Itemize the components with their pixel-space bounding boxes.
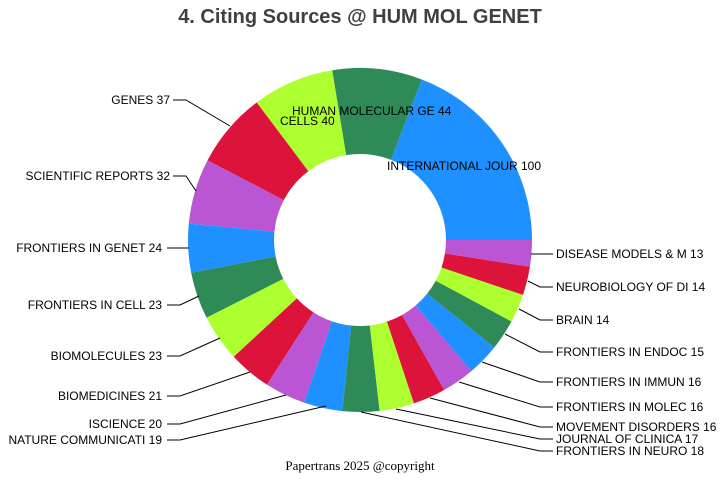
donut-slice bbox=[369, 321, 414, 411]
leader-line bbox=[395, 408, 553, 440]
slice-label: CELLS 40 bbox=[280, 114, 335, 128]
slice-label: FRONTIERS IN MOLEC 16 bbox=[556, 400, 704, 414]
donut-slice bbox=[206, 278, 297, 357]
slice-label: BIOMEDICINES 21 bbox=[58, 389, 162, 403]
slice-label: DISEASE MODELS & M 13 bbox=[556, 247, 704, 261]
donut-slice bbox=[444, 240, 532, 267]
donut-slice bbox=[304, 321, 352, 412]
leader-lines bbox=[167, 99, 553, 452]
donut-slice bbox=[191, 256, 284, 318]
leader-line bbox=[518, 308, 553, 321]
donut-slice bbox=[386, 314, 445, 404]
donut-slice bbox=[332, 67, 422, 160]
slice-label: FRONTIERS IN GENET 24 bbox=[16, 241, 162, 255]
donut-slice bbox=[256, 70, 347, 172]
leader-line bbox=[173, 175, 197, 192]
donut-slice bbox=[427, 280, 512, 348]
slice-label: BIOMOLECULES 23 bbox=[51, 349, 163, 363]
leader-line bbox=[167, 337, 221, 357]
donut-slice bbox=[441, 253, 530, 295]
leader-line bbox=[167, 394, 287, 425]
slice-label: FRONTIERS IN NEURO 18 bbox=[556, 444, 704, 458]
slice-labels: INTERNATIONAL JOUR 100 HUMAN MOLECULAR GE… bbox=[8, 93, 716, 458]
copyright-footer: Papertrans 2025 @copyright bbox=[285, 458, 435, 473]
slice-label: HUMAN MOLECULAR GE 44 bbox=[292, 104, 452, 118]
slice-label: BRAIN 14 bbox=[556, 313, 610, 327]
donut-slice bbox=[207, 102, 309, 201]
donut-slices bbox=[188, 67, 532, 412]
leader-line bbox=[173, 99, 231, 127]
leader-line bbox=[167, 295, 200, 306]
leader-line bbox=[167, 371, 251, 397]
leader-line bbox=[504, 333, 553, 353]
slice-label: ISCIENCE 20 bbox=[89, 417, 163, 431]
slice-label: FRONTIERS IN IMMUN 16 bbox=[556, 375, 702, 389]
donut-slice bbox=[435, 267, 523, 322]
leader-line bbox=[527, 280, 553, 288]
donut-slice bbox=[188, 160, 284, 232]
slice-label: NATURE COMMUNICATI 19 bbox=[8, 433, 162, 447]
donut-slice bbox=[266, 312, 333, 403]
leader-line bbox=[429, 397, 553, 428]
leader-line bbox=[458, 381, 553, 408]
slice-label: SCIENTIFIC REPORTS 32 bbox=[26, 169, 171, 183]
slice-label: FRONTIERS IN CELL 23 bbox=[28, 298, 163, 312]
leader-line bbox=[167, 405, 327, 441]
donut-slice bbox=[188, 223, 276, 273]
slice-label: GENES 37 bbox=[111, 93, 170, 107]
donut-slice bbox=[233, 298, 314, 385]
leader-line bbox=[360, 411, 553, 452]
leader-line bbox=[481, 361, 553, 383]
slice-label: INTERNATIONAL JOUR 100 bbox=[387, 159, 541, 173]
slice-label: MOVEMENT DISORDERS 16 bbox=[556, 420, 717, 434]
slice-label: FRONTIERS IN ENDOC 15 bbox=[556, 345, 704, 359]
donut-slice bbox=[342, 325, 380, 412]
donut-slice bbox=[415, 293, 495, 372]
donut-slice bbox=[402, 305, 472, 390]
slice-label: JOURNAL OF CLINICA 17 bbox=[556, 432, 699, 446]
slice-label: NEUROBIOLOGY OF DI 14 bbox=[556, 280, 705, 294]
chart-title: 4. Citing Sources @ HUM MOL GENET bbox=[178, 6, 542, 28]
donut-slice bbox=[390, 79, 532, 240]
